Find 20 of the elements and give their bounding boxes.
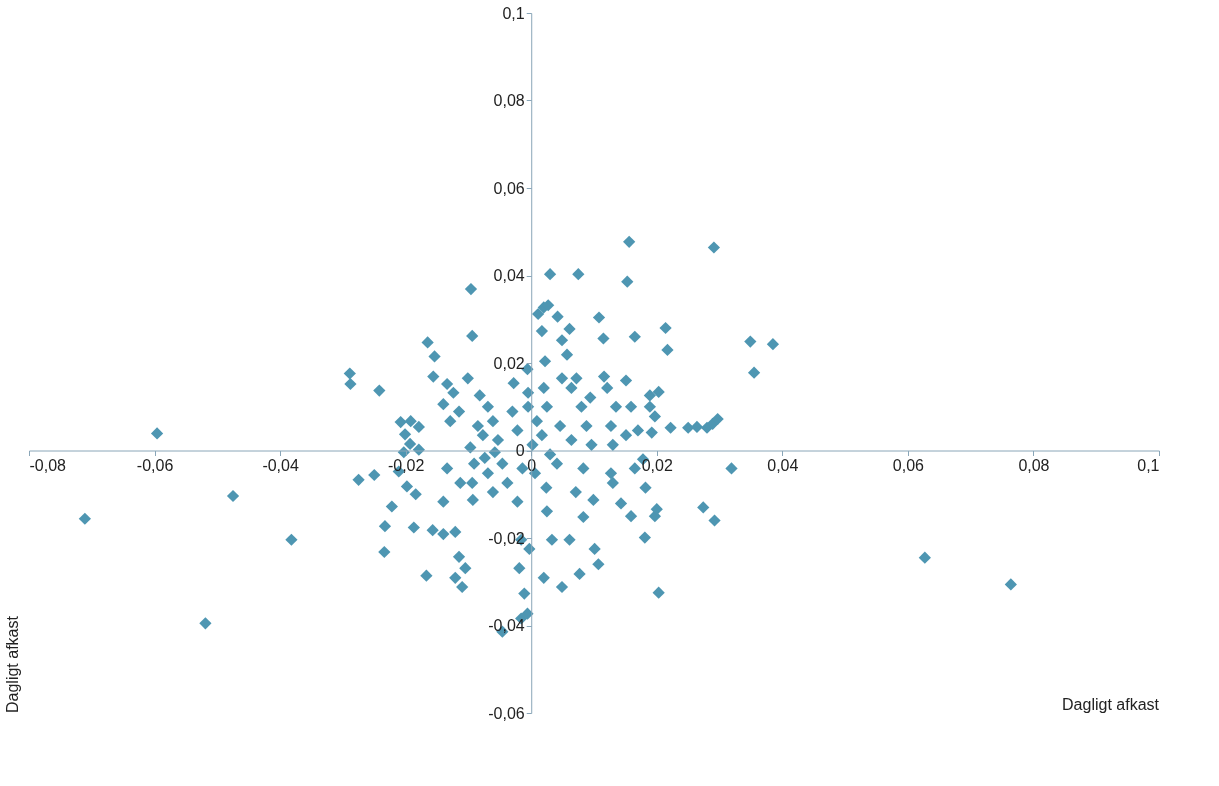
x-tick-label: -0,08 xyxy=(29,457,67,474)
x-tick-label: 0,08 xyxy=(1018,457,1050,474)
x-axis-title: Dagligt afkast xyxy=(1062,696,1160,713)
y-tick-label: 0,06 xyxy=(493,179,525,197)
x-tick-label: -0,02 xyxy=(387,457,425,474)
y-tick-label: -0,06 xyxy=(488,704,525,722)
y-tick-label: 0 xyxy=(515,442,525,459)
x-tick-label: -0,06 xyxy=(136,457,174,474)
x-tick-label: 0,02 xyxy=(641,457,673,474)
x-tick-label: 0,1 xyxy=(1137,457,1160,474)
y-tick-label: 0,08 xyxy=(493,92,525,109)
y-tick-label: 0,1 xyxy=(502,4,525,22)
x-tick-label: 0,04 xyxy=(767,457,799,474)
y-tick-label: 0,04 xyxy=(493,267,525,284)
x-tick-label: 0 xyxy=(527,457,537,474)
x-tick-label: 0,06 xyxy=(892,457,925,474)
x-tick-label: -0,04 xyxy=(262,457,299,474)
y-tick-label: -0,04 xyxy=(488,617,525,634)
y-tick-label: 0,02 xyxy=(493,354,525,372)
y-axis-title: Dagligt afkast xyxy=(4,615,21,713)
